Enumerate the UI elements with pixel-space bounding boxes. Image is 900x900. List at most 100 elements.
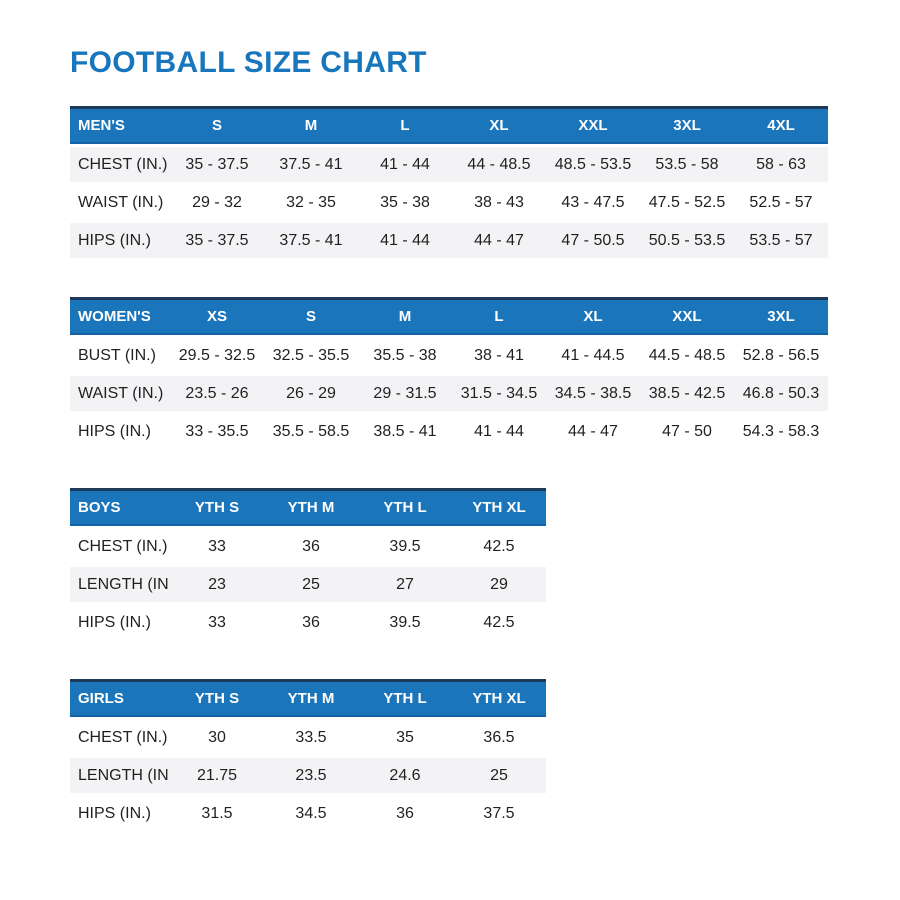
table-row: HIPS (IN.) 33 - 35.5 35.5 - 58.5 38.5 - 41 4…	[70, 414, 828, 449]
size-value-cell: 42.5	[483, 613, 515, 631]
size-value-cell: 29 - 32	[192, 193, 242, 211]
size-value-cell: 25	[490, 766, 508, 784]
womens-size-header: 3XL	[767, 308, 795, 325]
size-value-cell: 37.5	[483, 804, 515, 822]
size-value-cell: 27	[396, 575, 414, 593]
size-value-cell: 38 - 41	[474, 346, 524, 364]
size-chart-page: FOOTBALL SIZE CHART MEN'S S M L XL XXL 3XL 4XL C…	[70, 46, 828, 831]
size-value-cell: 50.5 - 53.5	[648, 231, 726, 249]
size-value-cell: 35.5 - 38	[373, 346, 437, 364]
table-row: CHEST (IN.) 33 36 39.5 42.5	[70, 529, 546, 564]
size-value-cell: 41 - 44	[380, 155, 430, 173]
mens-size-header: XXL	[578, 117, 608, 134]
size-value-cell: 33.5	[295, 728, 327, 746]
table-row: HIPS (IN.) 33 36 39.5 42.5	[70, 605, 546, 640]
boys-size-header: YTH XL	[472, 499, 526, 516]
girls-size-header: YTH XL	[472, 690, 526, 707]
size-value-cell: 36.5	[483, 728, 515, 746]
size-value-cell: 36	[396, 804, 414, 822]
girls-header-row: GIRLS YTH S YTH M YTH L YTH XL	[70, 679, 546, 717]
size-value-cell: 37.5 - 41	[279, 155, 343, 173]
boys-header-title: BOYS	[78, 499, 121, 516]
row-label: WAIST (IN.)	[78, 384, 164, 402]
girls-size-header: YTH M	[287, 690, 335, 707]
womens-size-header: XL	[583, 308, 603, 325]
row-label: HIPS (IN.)	[78, 613, 151, 631]
size-value-cell: 37.5 - 41	[279, 231, 343, 249]
size-value-cell: 41 - 44	[380, 231, 430, 249]
row-label: LENGTH (IN.)	[78, 766, 170, 784]
mens-size-header: XL	[489, 117, 509, 134]
row-label: CHEST (IN.)	[78, 155, 168, 173]
size-value-cell: 41 - 44	[474, 422, 524, 440]
size-value-cell: 23.5 - 26	[185, 384, 249, 402]
womens-header-row: WOMEN'S XS S M L XL XXL 3XL	[70, 297, 828, 335]
size-value-cell: 31.5 - 34.5	[460, 384, 538, 402]
table-row: CHEST (IN.) 30 33.5 35 36.5	[70, 720, 546, 755]
row-label: HIPS (IN.)	[78, 804, 151, 822]
size-value-cell: 35 - 38	[380, 193, 430, 211]
table-row: WAIST (IN.) 29 - 32 32 - 35 35 - 38 38 - 43 4…	[70, 185, 828, 220]
size-value-cell: 44 - 47	[568, 422, 618, 440]
boys-size-table: BOYS YTH S YTH M YTH L YTH XL CHEST (IN.) 33 36…	[70, 488, 546, 640]
row-label: HIPS (IN.)	[78, 422, 151, 440]
size-value-cell: 53.5 - 58	[655, 155, 719, 173]
row-label: CHEST (IN.)	[78, 537, 168, 555]
mens-header-row: MEN'S S M L XL XXL 3XL 4XL	[70, 106, 828, 144]
womens-size-table: WOMEN'S XS S M L XL XXL 3XL BUST (IN.) 29.5 - 32.…	[70, 297, 828, 449]
size-value-cell: 33 - 35.5	[185, 422, 249, 440]
size-value-cell: 47 - 50.5	[561, 231, 625, 249]
size-value-cell: 33	[208, 537, 226, 555]
size-value-cell: 47 - 50	[662, 422, 712, 440]
size-value-cell: 35.5 - 58.5	[272, 422, 350, 440]
womens-size-header: XXL	[672, 308, 702, 325]
womens-size-header: L	[494, 308, 504, 325]
mens-size-header: 3XL	[673, 117, 701, 134]
size-value-cell: 31.5	[201, 804, 233, 822]
size-value-cell: 52.5 - 57	[749, 193, 813, 211]
womens-size-header: XS	[206, 308, 227, 325]
size-value-cell: 46.8 - 50.3	[742, 384, 820, 402]
girls-size-header: YTH S	[194, 690, 240, 707]
size-value-cell: 29 - 31.5	[373, 384, 437, 402]
mens-size-header: L	[400, 117, 410, 134]
size-value-cell: 25	[302, 575, 320, 593]
size-value-cell: 58 - 63	[756, 155, 806, 173]
size-value-cell: 48.5 - 53.5	[554, 155, 632, 173]
table-row: BUST (IN.) 29.5 - 32.5 32.5 - 35.5 35.5 - 3…	[70, 338, 828, 373]
size-value-cell: 32.5 - 35.5	[272, 346, 350, 364]
size-value-cell: 29.5 - 32.5	[178, 346, 256, 364]
mens-size-header: S	[211, 117, 222, 134]
size-value-cell: 34.5 - 38.5	[554, 384, 632, 402]
girls-size-header: YTH L	[383, 690, 427, 707]
size-value-cell: 47.5 - 52.5	[648, 193, 726, 211]
size-value-cell: 26 - 29	[286, 384, 336, 402]
girls-size-table: GIRLS YTH S YTH M YTH L YTH XL CHEST (IN.) 30 3…	[70, 679, 546, 831]
size-value-cell: 21.75	[196, 766, 238, 784]
size-value-cell: 34.5	[295, 804, 327, 822]
table-row: WAIST (IN.) 23.5 - 26 26 - 29 29 - 31.5 31.5…	[70, 376, 828, 411]
size-value-cell: 24.6	[389, 766, 421, 784]
womens-size-header: M	[398, 308, 412, 325]
size-value-cell: 33	[208, 613, 226, 631]
size-value-cell: 44 - 47	[474, 231, 524, 249]
mens-size-header: M	[304, 117, 318, 134]
size-value-cell: 53.5 - 57	[749, 231, 813, 249]
size-value-cell: 54.3 - 58.3	[742, 422, 820, 440]
table-row: HIPS (IN.) 31.5 34.5 36 37.5	[70, 796, 546, 831]
size-value-cell: 39.5	[389, 613, 421, 631]
size-value-cell: 35 - 37.5	[185, 231, 249, 249]
size-value-cell: 42.5	[483, 537, 515, 555]
row-label: HIPS (IN.)	[78, 231, 151, 249]
size-value-cell: 32 - 35	[286, 193, 336, 211]
table-row: HIPS (IN.) 35 - 37.5 37.5 - 41 41 - 44 44 - …	[70, 223, 828, 258]
table-row: LENGTH (IN.) 23 25 27 29	[70, 567, 546, 602]
size-value-cell: 44 - 48.5	[467, 155, 531, 173]
row-label: BUST (IN.)	[78, 346, 156, 364]
size-value-cell: 44.5 - 48.5	[648, 346, 726, 364]
size-value-cell: 36	[302, 613, 320, 631]
size-value-cell: 39.5	[389, 537, 421, 555]
mens-header-title: MEN'S	[78, 117, 125, 134]
table-row: CHEST (IN.) 35 - 37.5 37.5 - 41 41 - 44 44 -…	[70, 147, 828, 182]
mens-size-table: MEN'S S M L XL XXL 3XL 4XL CHEST (IN.) 35 - 37.5 3…	[70, 106, 828, 258]
